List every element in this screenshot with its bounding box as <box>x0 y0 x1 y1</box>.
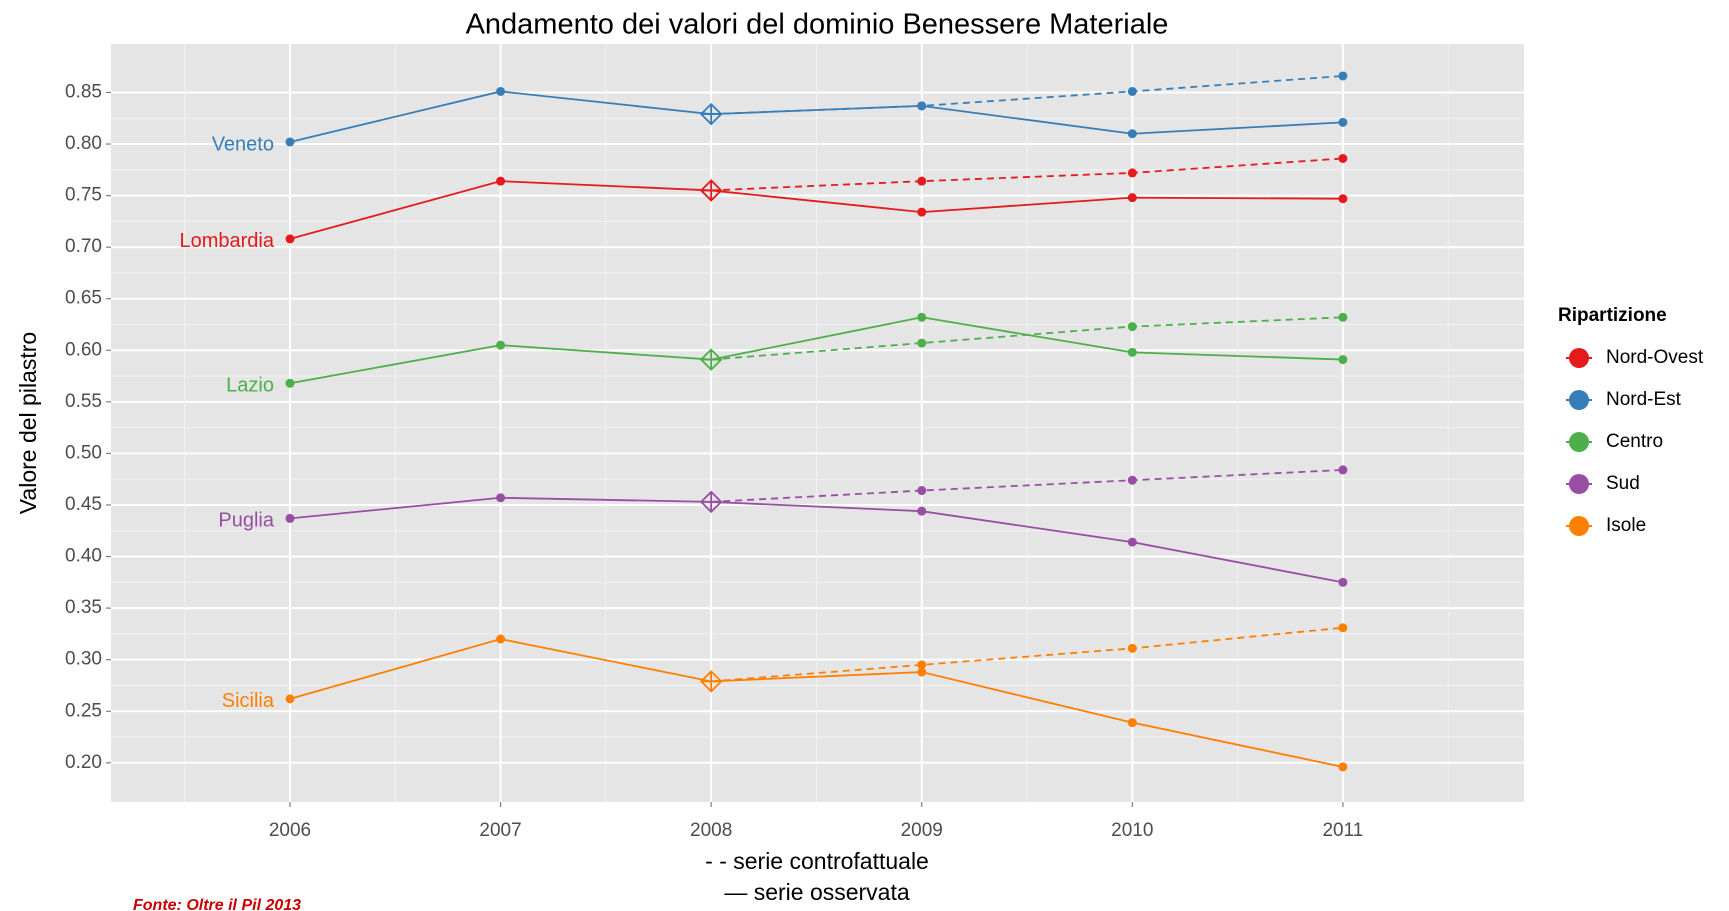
observed-point <box>917 207 927 217</box>
x-tick-label: 2006 <box>269 820 311 841</box>
observed-point <box>1338 194 1348 204</box>
y-tick-label: 0.40 <box>65 546 102 567</box>
region-label: Sicilia <box>222 690 275 712</box>
counterfactual-point <box>1338 71 1348 81</box>
counterfactual-line <box>711 469 1343 503</box>
y-tick-label: 0.60 <box>65 339 102 360</box>
break-marker <box>699 490 723 514</box>
observed-point <box>1338 762 1348 772</box>
observed-point <box>917 312 927 322</box>
y-tick-label: 0.25 <box>65 700 102 721</box>
observed-point <box>496 340 506 350</box>
break-marker <box>699 670 723 693</box>
counterfactual-line <box>711 626 1343 683</box>
observed-point <box>285 513 295 523</box>
legend-key <box>1569 516 1589 536</box>
observed-line <box>289 316 1343 385</box>
y-tick-label: 0.80 <box>65 133 102 154</box>
observed-line <box>289 90 1343 143</box>
counterfactual-point <box>917 176 927 186</box>
plot-panel <box>111 44 1524 802</box>
observed-point <box>285 378 295 388</box>
counterfactual-point <box>1338 465 1348 475</box>
legend-label: Nord-Ovest <box>1606 347 1704 368</box>
counterfactual-point <box>917 338 927 348</box>
observed-point <box>1127 718 1137 728</box>
x-tick-label: 2011 <box>1322 820 1363 841</box>
observed-line <box>289 638 1344 768</box>
y-tick-label: 0.50 <box>65 442 102 463</box>
counterfactual-point <box>1127 643 1137 653</box>
legend-label: Sud <box>1606 473 1640 494</box>
observed-point <box>917 506 927 516</box>
counterfactual-point <box>917 486 927 496</box>
x-axis-label: - - serie controfattuale <box>705 848 929 874</box>
x-tick-label: 2009 <box>901 820 943 841</box>
counterfactual-line <box>711 157 1343 192</box>
x-tick-label: 2008 <box>690 820 732 841</box>
observed-point <box>1127 193 1137 203</box>
legend-label: Centro <box>1606 431 1663 452</box>
counterfactual-point <box>1127 86 1137 96</box>
observed-point <box>917 101 927 111</box>
observed-point <box>1338 355 1348 365</box>
counterfactual-point <box>1127 475 1137 485</box>
break-marker <box>699 102 723 126</box>
counterfactual-point <box>1127 168 1137 178</box>
legend-key <box>1569 348 1589 368</box>
counterfactual-point <box>1338 153 1348 163</box>
y-tick-label: 0.65 <box>65 288 102 309</box>
observed-point <box>1127 129 1137 139</box>
source-note: Fonte: Oltre il Pil 2013 <box>133 897 301 911</box>
y-tick-label: 0.20 <box>65 752 102 773</box>
counterfactual-point <box>1338 312 1348 322</box>
legend-key <box>1569 390 1589 410</box>
break-marker <box>699 179 723 202</box>
observed-line <box>289 496 1344 584</box>
observed-point <box>1338 577 1348 587</box>
y-tick-label: 0.55 <box>65 391 102 412</box>
y-tick-label: 0.35 <box>65 597 102 618</box>
y-tick-label: 0.75 <box>65 185 102 206</box>
y-axis-label: Valore del pilastro <box>15 332 41 514</box>
region-label: Puglia <box>218 510 274 532</box>
legend-title: Ripartizione <box>1558 305 1667 326</box>
observed-point <box>496 86 506 96</box>
counterfactual-point <box>1127 322 1137 332</box>
observed-point <box>285 234 295 244</box>
observed-point <box>285 137 295 147</box>
counterfactual-point <box>917 660 927 670</box>
region-label: Veneto <box>212 133 274 155</box>
region-label: Lombardia <box>179 230 274 252</box>
observed-point <box>1338 117 1348 127</box>
legend-label: Isole <box>1606 515 1646 536</box>
y-tick-label: 0.85 <box>65 81 102 102</box>
observed-point <box>496 634 506 644</box>
break-marker <box>699 348 723 371</box>
region-label: Lazio <box>226 375 274 397</box>
observed-point <box>496 493 506 503</box>
x-tick-label: 2010 <box>1111 820 1153 841</box>
legend-label: Nord-Est <box>1606 389 1682 410</box>
legend-key <box>1569 474 1589 494</box>
counterfactual-line <box>711 75 1343 116</box>
x-tick-label: 2007 <box>479 820 521 841</box>
y-tick-label: 0.45 <box>65 494 102 515</box>
y-tick-label: 0.30 <box>65 649 102 670</box>
chart-title: Andamento dei valori del dominio Benesse… <box>466 9 1169 41</box>
legend-key <box>1569 432 1589 452</box>
x-axis-label: — serie osservata <box>724 879 910 905</box>
observed-point <box>1127 537 1137 547</box>
observed-point <box>496 176 506 186</box>
y-tick-label: 0.70 <box>65 236 102 257</box>
observed-point <box>285 694 295 704</box>
observed-point <box>917 667 927 677</box>
observed-line <box>289 180 1343 240</box>
counterfactual-point <box>1338 623 1348 633</box>
observed-point <box>1127 347 1137 357</box>
